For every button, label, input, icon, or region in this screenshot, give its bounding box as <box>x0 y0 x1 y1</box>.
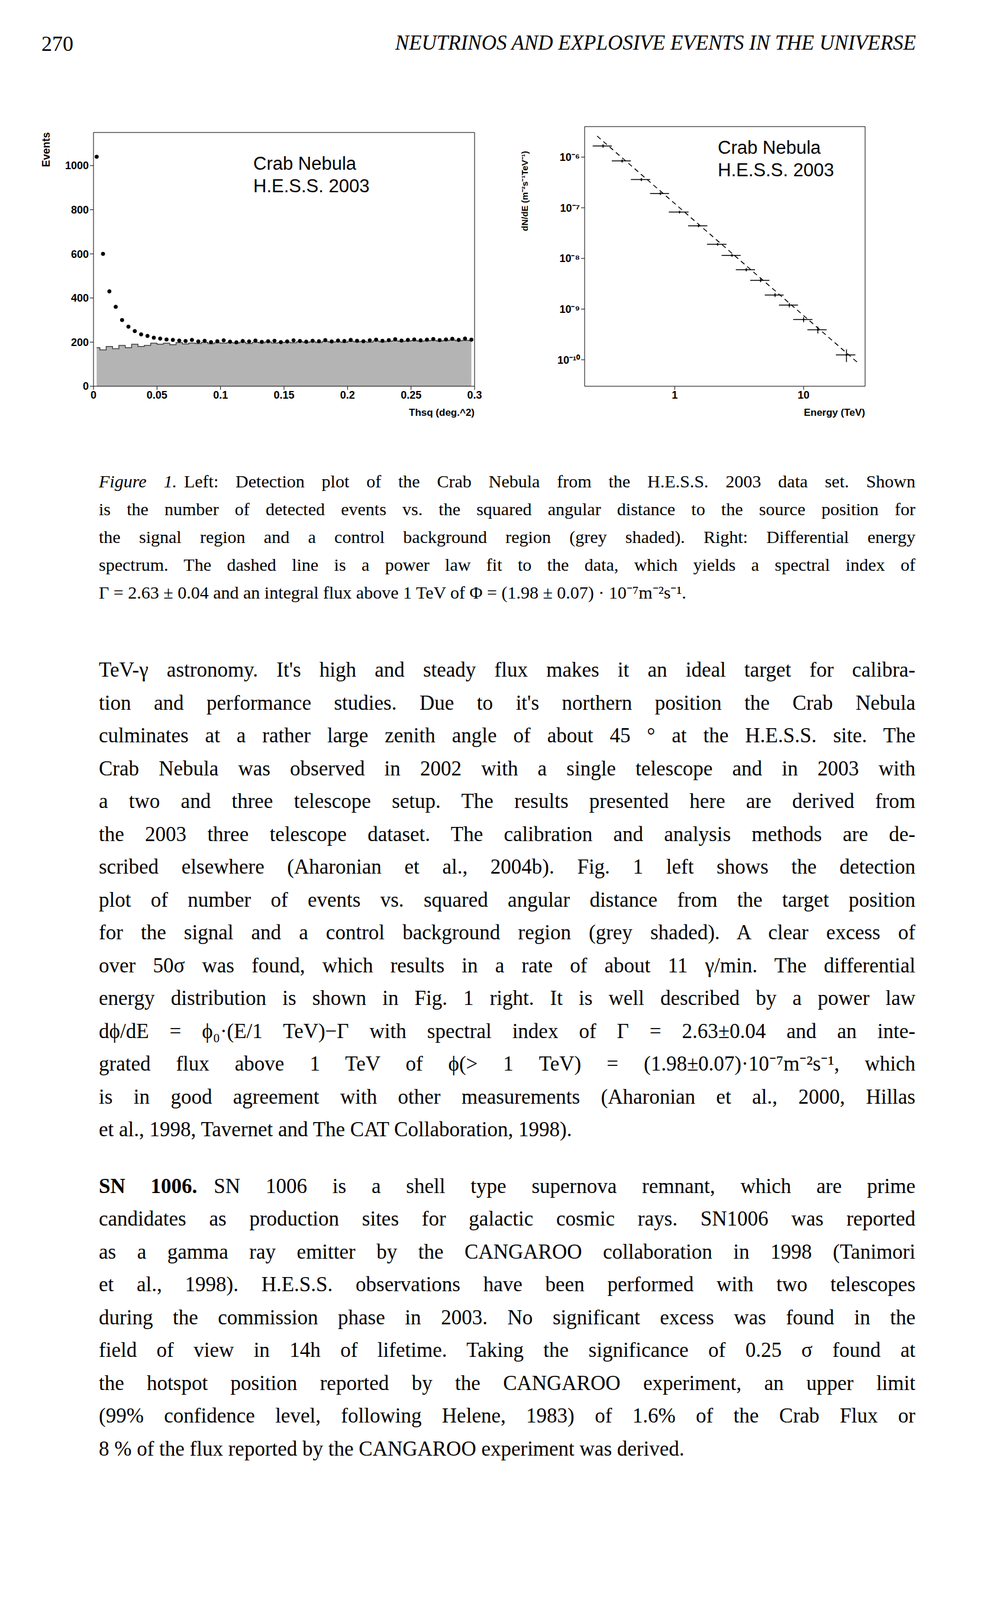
html-text:culminates at a rather large z: culminates at a rather large zenith angl… <box>98 724 916 748</box>
html-text:is the number of detected even: is the number of detected events vs. the… <box>98 499 916 519</box>
html-text:the 2003 three telescope datas: the 2003 three telescope dataset. The ca… <box>98 822 916 846</box>
html-text:Crab Nebula: Crab Nebula <box>253 153 357 174</box>
html-text:scribed elsewhere (Aharonian e: scribed elsewhere (Aharonian et al., 200… <box>98 855 916 879</box>
html-text:Crab Nebula was observed in 20: Crab Nebula was observed in 2002 with a … <box>98 757 916 781</box>
html-text:Figure 1. Left: Detection plot: Figure 1. Left: Detection plot of the Cr… <box>98 471 916 492</box>
html-text:spectrum. The dashed line is a: spectrum. The dashed line is a power law… <box>98 555 916 575</box>
svg-text:Energy (TeV): Energy (TeV) <box>803 407 866 419</box>
html-text:is in good agreement with othe: is in good agreement with other measurem… <box>98 1085 916 1109</box>
svg-text:0.1: 0.1 <box>213 389 228 402</box>
html-text:energy distribution is shown i: energy distribution is shown in Fig. 1 r… <box>98 987 916 1011</box>
html-text:H.E.S.S. 2003: H.E.S.S. 2003 <box>253 175 370 197</box>
html-text:et al., 1998, Tavernet and The: et al., 1998, Tavernet and The CAT Colla… <box>98 1118 572 1142</box>
svg-text:0.25: 0.25 <box>400 389 422 402</box>
html-text:grated flux above 1 TeV of ϕ(>: grated flux above 1 TeV of ϕ(> 1 TeV) = … <box>98 1052 916 1076</box>
svg-text:0.3: 0.3 <box>466 389 482 402</box>
svg-text:1000: 1000 <box>65 159 89 172</box>
html-text:a two and three telescope setu: a two and three telescope setup. The res… <box>98 789 916 814</box>
svg-text:0.2: 0.2 <box>340 389 356 402</box>
svg-text:0: 0 <box>82 380 89 393</box>
html-text:Crab Nebula: Crab Nebula <box>717 137 821 158</box>
svg-text:800: 800 <box>71 204 89 216</box>
html-text:field of view in 14h of lifeti: field of view in 14h of lifetime. Taking… <box>98 1339 916 1363</box>
svg-text:400: 400 <box>71 292 89 305</box>
svg-text:200: 200 <box>71 336 89 349</box>
svg-text:0.15: 0.15 <box>273 389 295 402</box>
svg-text:10⁻⁶: 10⁻⁶ <box>559 151 580 164</box>
html-text:SN 1006 is a shell type supern: SN 1006 is a shell type supernova remnan… <box>213 1174 916 1198</box>
html-text:H.E.S.S. 2003: H.E.S.S. 2003 <box>717 159 835 181</box>
svg-text:Thsq (deg.^2): Thsq (deg.^2) <box>408 407 475 419</box>
html-text:dϕ/dE = ϕ₀·(E/1 TeV)−Γ with sp: dϕ/dE = ϕ₀·(E/1 TeV)−Γ with spectral ind… <box>98 1019 916 1043</box>
html-text:SN 1006.: SN 1006. <box>98 1174 198 1198</box>
html-text:Events: Events <box>39 132 52 168</box>
html-text:(99% confidence level, followi: (99% confidence level, following Helene,… <box>98 1404 916 1428</box>
svg-text:1: 1 <box>671 389 678 402</box>
html-text:plot of number of events vs. s: plot of number of events vs. squared ang… <box>98 888 916 912</box>
html-text:the hotspot position reported: the hotspot position reported by the CAN… <box>98 1371 916 1395</box>
svg-text:10: 10 <box>797 389 810 402</box>
svg-text:0.05: 0.05 <box>146 389 168 402</box>
html-text:et al., 1998). H.E.S.S. observ: et al., 1998). H.E.S.S. observations hav… <box>98 1273 916 1297</box>
html-text:tion and performance studies.: tion and performance studies. Due to it'… <box>98 691 916 715</box>
html-text:dN/dE (m⁻²s⁻¹TeV⁻¹): dN/dE (m⁻²s⁻¹TeV⁻¹) <box>519 151 530 232</box>
html-text:NEUTRINOS AND EXPLOSIVE EVENTS: NEUTRINOS AND EXPLOSIVE EVENTS IN THE UN… <box>395 31 916 55</box>
svg-text:0: 0 <box>90 389 97 402</box>
html-text:8 % of the flux reported by th: 8 % of the flux reported by the CANGAROO… <box>98 1437 685 1461</box>
html-text:candidates as production sites: candidates as production sites for galac… <box>98 1207 916 1231</box>
svg-text:10⁻⁸: 10⁻⁸ <box>559 252 580 265</box>
html-text:for the signal and a control b: for the signal and a control background … <box>98 921 916 945</box>
html-text:270: 270 <box>41 31 74 56</box>
html-text:TeV-γ astronomy. It's high and: TeV-γ astronomy. It's high and steady fl… <box>98 658 916 682</box>
html-text:as a gamma ray emitter by the: as a gamma ray emitter by the CANGAROO c… <box>98 1240 916 1264</box>
svg-text:600: 600 <box>71 248 89 261</box>
svg-text:10⁻⁹: 10⁻⁹ <box>559 303 580 316</box>
html-text:over 50σ was found, which resu: over 50σ was found, which results in a r… <box>98 954 916 978</box>
svg-text:10⁻⁷: 10⁻⁷ <box>560 202 580 215</box>
html-text:the signal region and a contro: the signal region and a control backgrou… <box>98 527 916 547</box>
html-text:Γ = 2.63 ± 0.04 and an integra: Γ = 2.63 ± 0.04 and an integral flux abo… <box>98 582 687 603</box>
html-text:during the commission phase in: during the commission phase in 2003. No … <box>98 1306 916 1330</box>
svg-text:10⁻¹⁰: 10⁻¹⁰ <box>557 354 581 367</box>
